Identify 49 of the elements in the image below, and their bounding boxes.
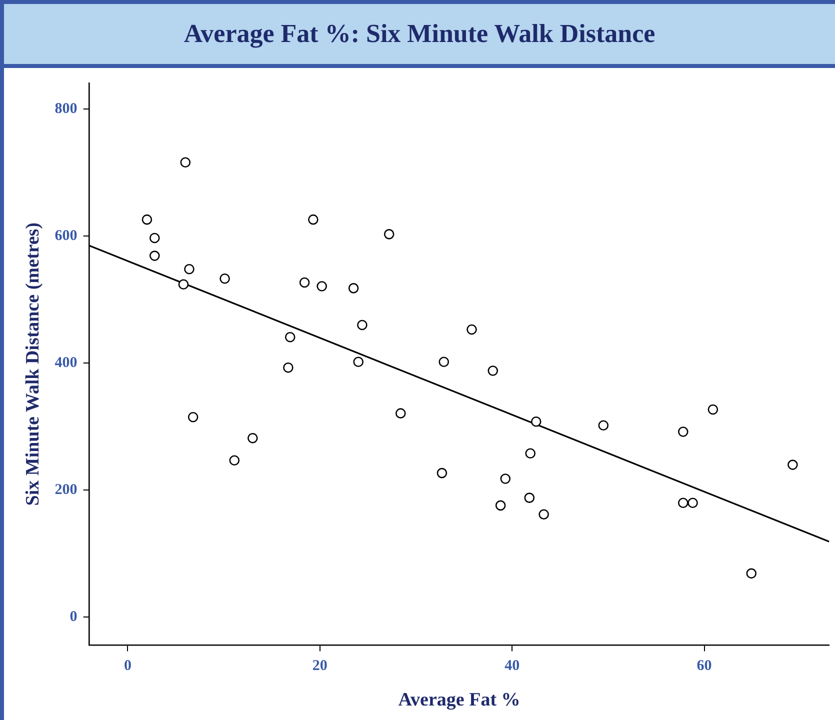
point	[353, 356, 364, 368]
point	[530, 416, 542, 427]
point	[788, 460, 798, 470]
x-tick-label: 60	[696, 658, 712, 674]
point	[283, 362, 294, 373]
x-tick-label: 20	[312, 658, 328, 674]
point	[678, 498, 688, 508]
point	[436, 468, 448, 478]
point	[746, 568, 757, 579]
y-tick-label: 0	[70, 609, 78, 626]
y-tick-label: 200	[54, 482, 78, 498]
point	[180, 157, 191, 168]
point	[178, 279, 189, 290]
point	[384, 229, 394, 240]
point	[149, 250, 160, 261]
point	[220, 274, 230, 284]
point	[316, 281, 327, 292]
point	[488, 366, 498, 376]
x-axis-title: Average Fat %	[398, 690, 520, 711]
point	[538, 509, 549, 520]
chart-title: Average Fat %: Six Minute Walk Distance	[0, 0, 835, 68]
point	[678, 426, 688, 437]
point	[142, 214, 152, 225]
point	[357, 320, 368, 330]
y-tick-label: 400	[54, 355, 78, 372]
point	[188, 412, 198, 422]
y-tick-label: 800	[54, 100, 78, 117]
x-tick-label: 40	[504, 658, 520, 674]
point	[248, 432, 258, 444]
point	[229, 455, 240, 466]
point	[149, 232, 160, 244]
point	[708, 404, 718, 415]
point	[348, 283, 359, 294]
point	[598, 420, 609, 431]
point	[524, 492, 535, 503]
point	[525, 448, 536, 459]
point	[495, 500, 506, 511]
point	[688, 498, 698, 508]
point	[299, 277, 310, 288]
y-tick-label: 600	[54, 228, 78, 244]
point	[438, 356, 450, 368]
point	[284, 332, 296, 342]
point	[466, 324, 477, 335]
point	[500, 474, 511, 484]
point	[308, 214, 318, 225]
point	[184, 264, 194, 274]
y-axis-title: Six Minute Walk Distance (metres)	[22, 222, 44, 506]
point	[395, 408, 406, 418]
x-tick-label: 0	[124, 658, 132, 674]
